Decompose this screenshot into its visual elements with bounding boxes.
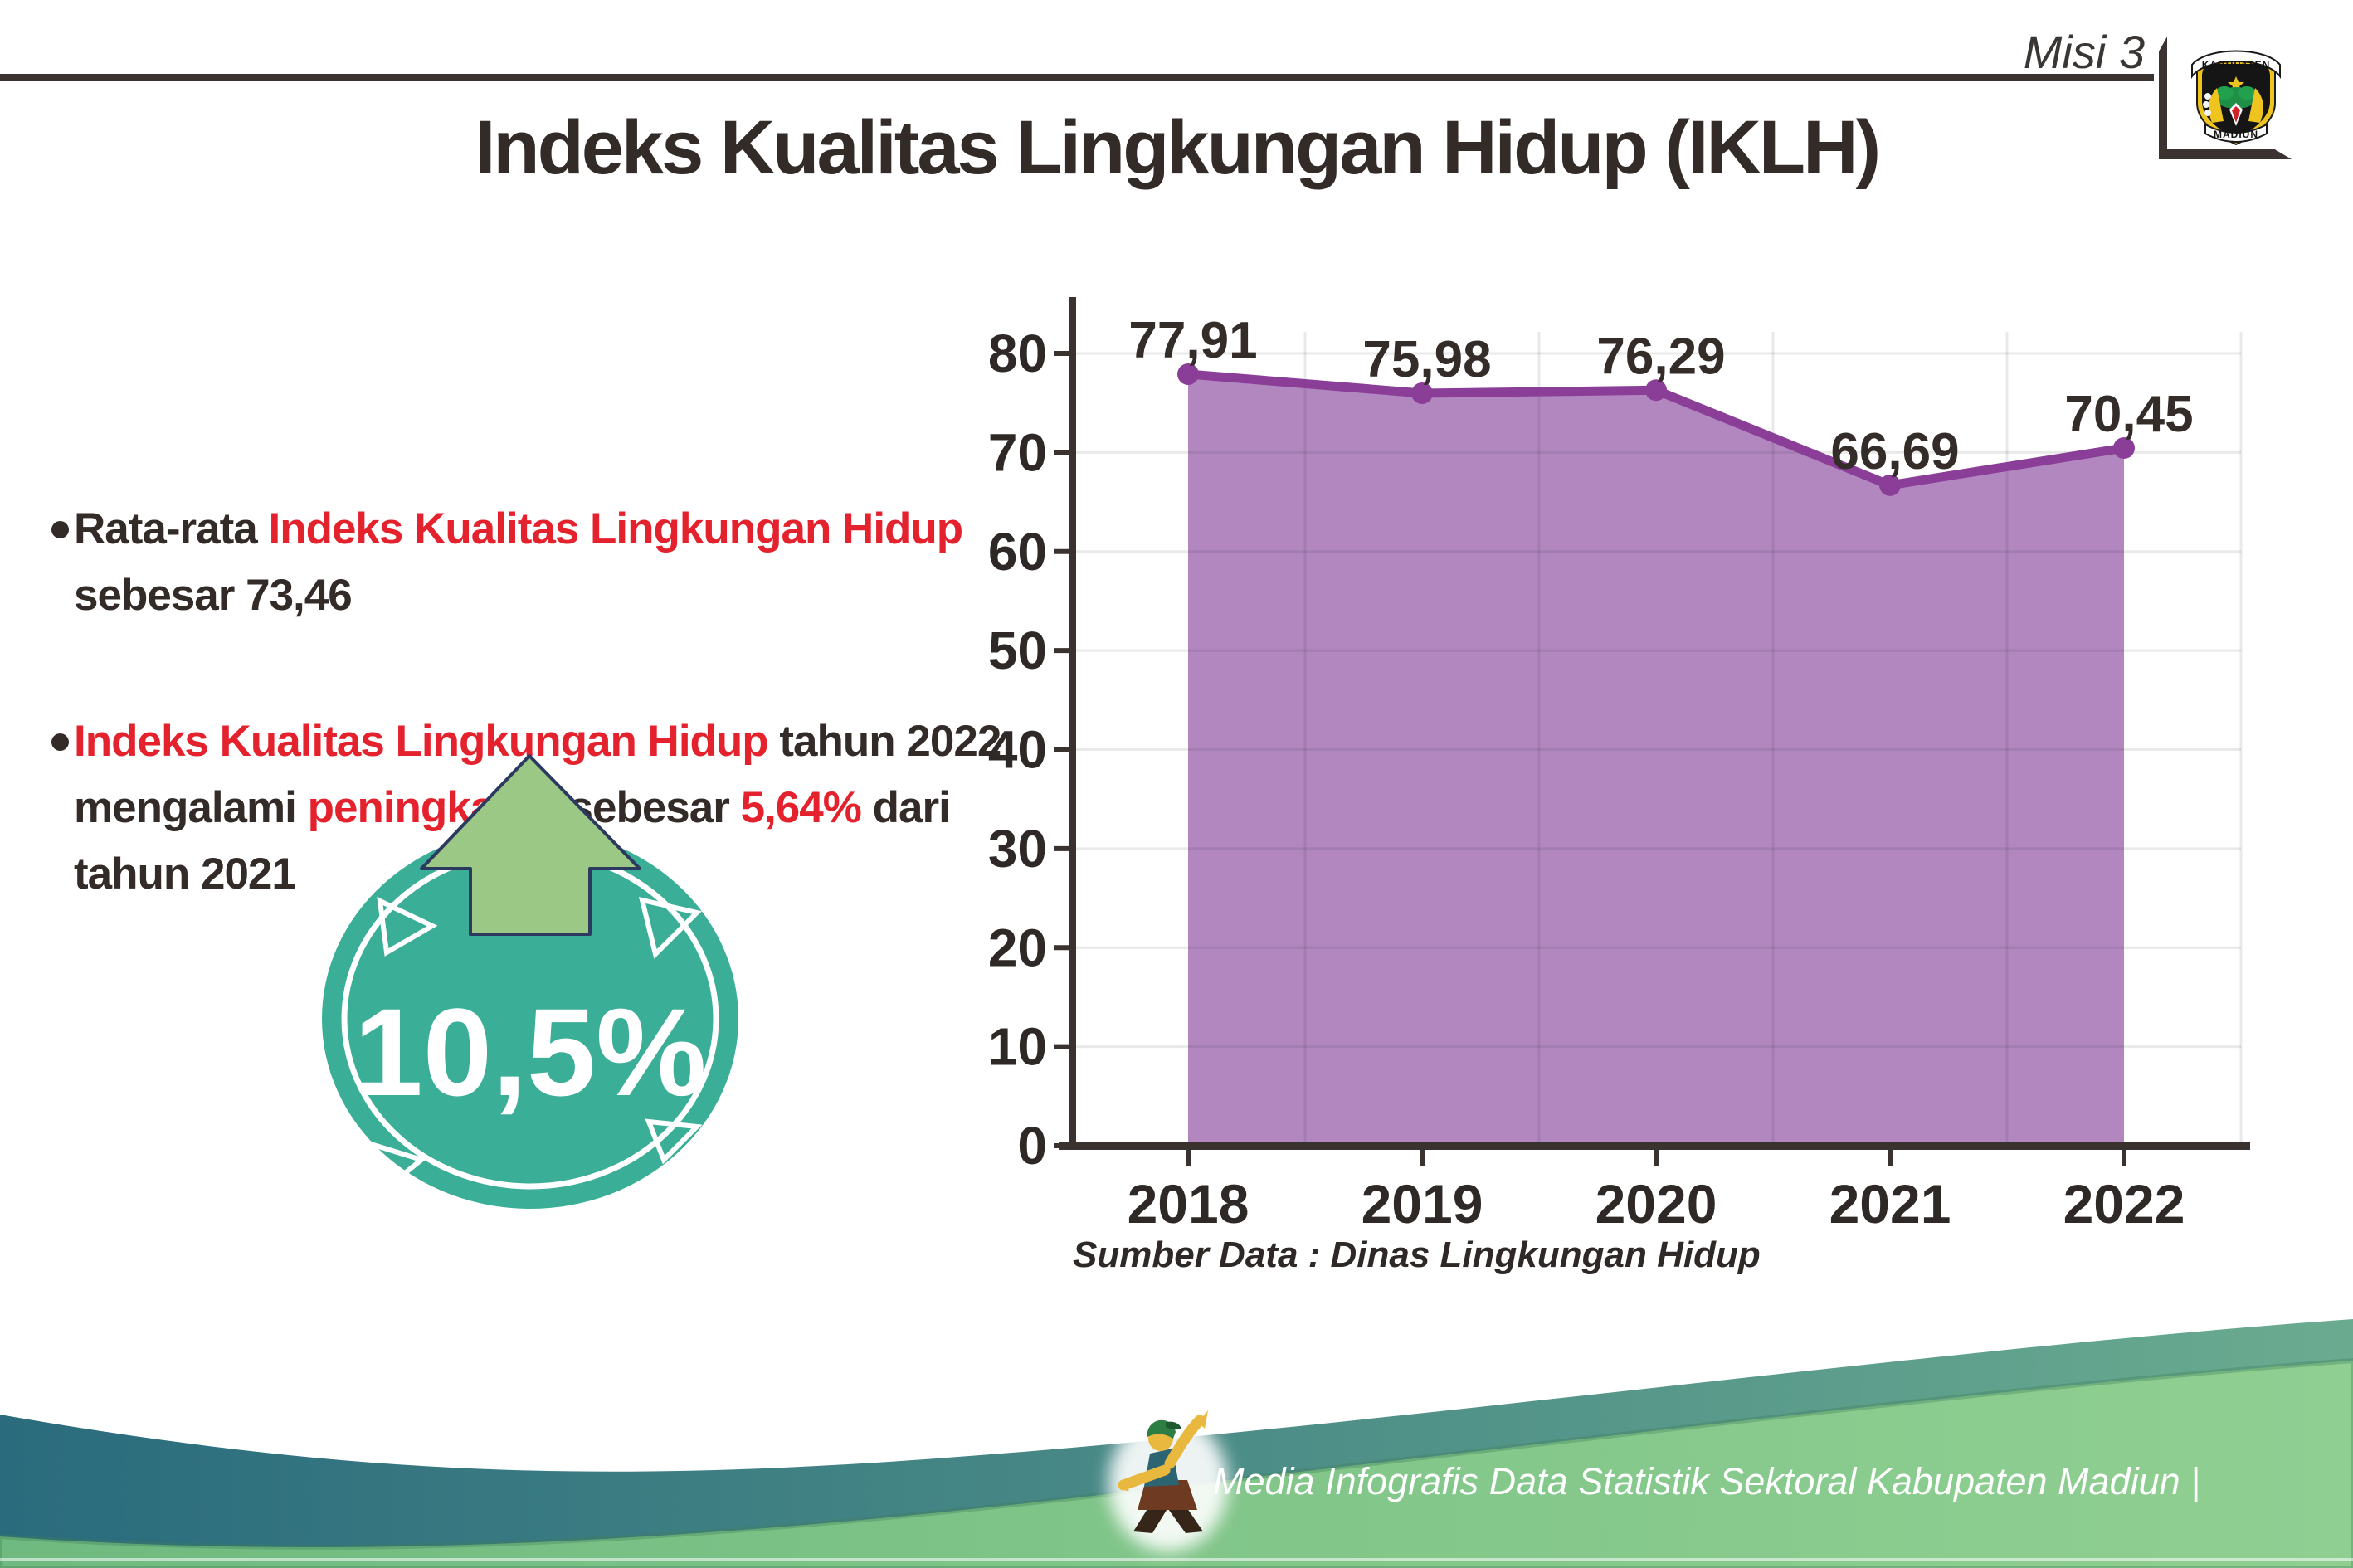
y-tick xyxy=(1054,548,1069,554)
mascot-dancer-icon xyxy=(1108,1410,1228,1551)
bullet-segment: sebesar 73,46 xyxy=(74,571,352,620)
bullet-segment: Rata-rata xyxy=(74,504,269,553)
x-tick-label: 2018 xyxy=(1128,1173,1250,1234)
y-tick xyxy=(1054,648,1069,654)
footer-bottom-strip xyxy=(0,1558,2353,1561)
y-tick-label: 80 xyxy=(988,324,1047,383)
up-arrow-icon xyxy=(420,754,641,936)
y-tick-label: 70 xyxy=(988,422,1047,482)
x-tick-label: 2020 xyxy=(1595,1173,1717,1234)
logo-bracket-horizontal xyxy=(2159,149,2292,159)
logo-star-icon xyxy=(2228,76,2244,92)
bullet-segment: Indeks Kualitas Lingkungan Hidup xyxy=(268,504,963,553)
y-tick-label: 0 xyxy=(1017,1116,1047,1176)
logo-wing-left-icon xyxy=(2209,88,2224,123)
bullet-dot xyxy=(51,733,69,751)
bullet-segment: Indeks Kualitas Lingkungan Hidup xyxy=(74,717,769,766)
top-rule xyxy=(0,74,2154,81)
x-tick-label: 2019 xyxy=(1362,1173,1483,1234)
data-label: 77,91 xyxy=(1128,312,1257,369)
y-tick xyxy=(1054,351,1069,356)
x-tick xyxy=(1888,1150,1893,1166)
sparkle-triangle-icon xyxy=(377,896,438,957)
x-tick xyxy=(1186,1150,1191,1166)
data-label: 76,29 xyxy=(1596,328,1725,385)
source-note: Sumber Data : Dinas Lingkungan Hidup xyxy=(1073,1234,1761,1275)
y-tick-label: 30 xyxy=(988,819,1047,879)
bullet-segment: 5,64% xyxy=(740,783,862,832)
y-tick-label: 50 xyxy=(988,621,1047,680)
page-title: Indeks Kualitas Lingkungan Hidup (IKLH) xyxy=(474,105,1881,190)
logo-top-label: KABUPATEN xyxy=(2202,59,2271,71)
y-tick-label: 40 xyxy=(988,720,1047,780)
sparkle-triangle-icon xyxy=(645,1118,703,1165)
y-tick-label: 10 xyxy=(988,1017,1047,1077)
bullet-dot xyxy=(51,521,69,538)
y-tick xyxy=(1054,450,1069,455)
y-tick xyxy=(1054,945,1069,951)
sparkle-triangle-icon xyxy=(638,896,702,959)
y-tick xyxy=(1054,845,1069,851)
x-axis xyxy=(1059,1142,2250,1150)
logo-bottom-label: MADIUN xyxy=(2214,129,2258,140)
y-axis xyxy=(1069,297,1076,1150)
bullet-segment: tahun 2022 mengalami xyxy=(74,717,1001,832)
bullet-item-average: Rata-rata Indeks Kualitas Lingkungan Hid… xyxy=(51,496,1014,629)
bullet-segment: dari tahun 2021 xyxy=(74,783,951,898)
kabupaten-madiun-logo: KABUPATEN MADIUN xyxy=(2191,50,2281,146)
bullet-text: Rata-rata Indeks Kualitas Lingkungan Hid… xyxy=(74,496,963,629)
x-tick xyxy=(1654,1150,1659,1166)
chart-marker xyxy=(1879,474,1901,496)
logo-bracket-vertical xyxy=(2159,37,2167,159)
x-tick-label: 2022 xyxy=(2063,1173,2185,1234)
badge-value: 10,5% xyxy=(353,982,706,1122)
sparkle-triangle-icon xyxy=(367,1140,427,1195)
logo-ribbon-bottom xyxy=(2204,123,2268,143)
data-label: 75,98 xyxy=(1362,331,1491,388)
x-tick-label: 2021 xyxy=(1829,1173,1951,1234)
misi-label: Misi 3 xyxy=(2023,26,2145,78)
chart-marker xyxy=(1411,382,1433,404)
logo-wing-right-icon xyxy=(2248,88,2263,123)
x-tick xyxy=(2122,1150,2126,1166)
chart-marker xyxy=(1177,363,1199,385)
y-tick xyxy=(1054,1044,1069,1049)
data-label: 66,69 xyxy=(1830,423,1959,480)
increase-badge: 10,5% xyxy=(322,754,738,1209)
y-tick xyxy=(1054,1143,1069,1148)
chart-area-fill xyxy=(1188,373,2124,1145)
y-tick xyxy=(1054,747,1069,752)
x-tick xyxy=(1420,1150,1425,1166)
data-label: 70,45 xyxy=(2064,386,2193,443)
y-tick-label: 60 xyxy=(988,522,1047,582)
chart-marker xyxy=(2113,437,2135,460)
y-tick-label: 20 xyxy=(988,918,1047,977)
footer-credit: Media Infografis Data Statistik Sektoral… xyxy=(1213,1460,2200,1502)
logo-ribbon-top xyxy=(2191,50,2281,79)
chart-marker xyxy=(1645,379,1667,402)
